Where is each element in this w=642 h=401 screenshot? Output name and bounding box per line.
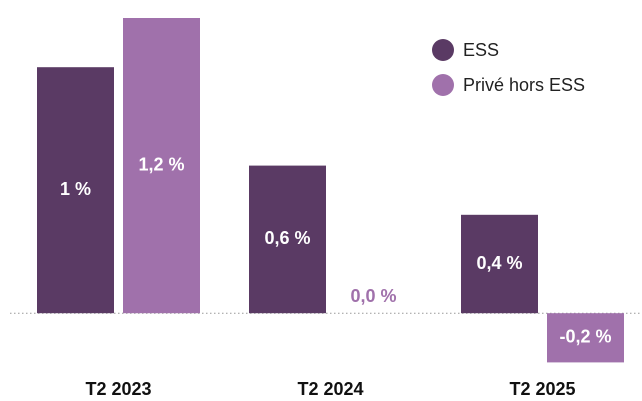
legend: ESS Privé hors ESS: [432, 39, 585, 96]
legend-label: ESS: [463, 40, 499, 60]
bar: [37, 67, 114, 314]
x-tick-label: T2 2023: [85, 379, 151, 399]
value-label: 0,4 %: [476, 253, 522, 273]
x-tick-label: T2 2024: [297, 379, 363, 399]
value-label: 1 %: [60, 179, 91, 199]
value-label: -0,2 %: [559, 327, 611, 347]
value-label: 0,6 %: [264, 228, 310, 248]
bar: [547, 313, 624, 363]
legend-swatch: [432, 74, 454, 96]
legend-swatch: [432, 39, 454, 61]
legend-label: Privé hors ESS: [463, 75, 585, 95]
value-label: 0,0 %: [350, 286, 396, 306]
x-tick-label: T2 2025: [509, 379, 575, 399]
value-label: 1,2 %: [138, 154, 184, 174]
bar: [123, 18, 200, 314]
bar: [249, 165, 326, 314]
bar: [461, 214, 538, 314]
